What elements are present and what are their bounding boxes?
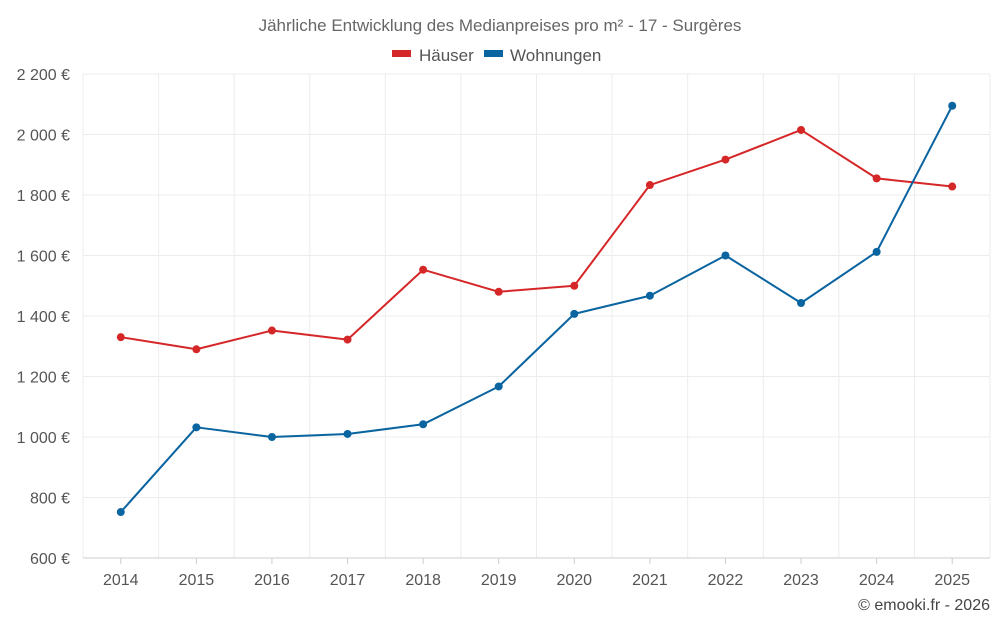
data-point xyxy=(872,247,881,256)
data-point xyxy=(570,281,579,290)
x-tick-label: 2019 xyxy=(481,572,517,589)
legend-swatch-haeuser xyxy=(392,50,411,57)
y-tick-label: 1 400 € xyxy=(17,309,70,326)
series-line xyxy=(120,105,954,513)
data-point xyxy=(419,420,428,429)
data-point xyxy=(645,291,654,300)
series-line xyxy=(120,128,953,351)
y-tick-label: 1 200 € xyxy=(17,370,70,387)
legend-label-wohnungen: Wohnungen xyxy=(510,46,601,65)
data-point xyxy=(645,181,654,190)
data-point xyxy=(721,155,730,164)
x-tick-label: 2015 xyxy=(179,572,215,589)
chart-title: Jährliche Entwicklung des Medianpreises … xyxy=(259,16,742,35)
y-tick-label: 2 200 € xyxy=(17,67,70,84)
y-tick-label: 2 000 € xyxy=(17,128,70,145)
series-wohnungen xyxy=(116,101,957,517)
data-point xyxy=(494,287,503,296)
series-group xyxy=(116,101,957,517)
data-point xyxy=(192,345,201,354)
legend-label-haeuser: Häuser xyxy=(419,46,474,65)
x-tick-label: 2021 xyxy=(632,572,668,589)
data-point xyxy=(797,298,806,307)
data-point xyxy=(343,429,352,438)
data-point xyxy=(267,433,276,441)
data-point xyxy=(419,265,428,274)
x-tick-label: 2020 xyxy=(556,572,592,589)
data-point xyxy=(116,333,125,342)
data-point xyxy=(948,182,957,191)
x-tick-label: 2022 xyxy=(708,572,744,589)
y-axis: 600 € 800 € 1 000 € 1 200 € 1 400 € 1 600 € 1 … xyxy=(17,67,70,568)
data-point xyxy=(948,101,957,110)
legend: Häuser Wohnungen xyxy=(392,46,601,65)
data-point xyxy=(872,174,881,183)
x-axis: 2014 2015 2016 2017 2018 2019 2020 2021 2022 2023… xyxy=(83,557,990,589)
x-tick-label: 2016 xyxy=(254,572,290,589)
credit-text: © emooki.fr - 2026 xyxy=(858,597,990,614)
x-tick-label: 2017 xyxy=(330,572,366,589)
y-tick-label: 1 000 € xyxy=(17,430,70,447)
x-tick-label: 2014 xyxy=(103,572,139,589)
x-tick-label: 2025 xyxy=(934,572,970,589)
y-tick-label: 1 800 € xyxy=(17,188,70,205)
data-point xyxy=(343,335,352,344)
y-tick-label: 1 600 € xyxy=(17,249,70,266)
legend-swatch-wohnungen xyxy=(484,50,503,57)
data-point xyxy=(192,423,201,432)
data-point xyxy=(494,382,503,391)
x-tick-label: 2018 xyxy=(405,572,441,589)
data-point xyxy=(570,309,579,318)
y-tick-label: 800 € xyxy=(30,491,70,508)
data-point xyxy=(116,508,125,517)
grid xyxy=(82,73,991,558)
data-point xyxy=(721,251,730,260)
series-haeuser xyxy=(116,125,957,354)
y-tick-label: 600 € xyxy=(30,551,70,568)
data-point xyxy=(797,125,806,134)
x-tick-label: 2023 xyxy=(783,572,819,589)
x-tick-label: 2024 xyxy=(859,572,895,589)
data-point xyxy=(267,326,276,335)
